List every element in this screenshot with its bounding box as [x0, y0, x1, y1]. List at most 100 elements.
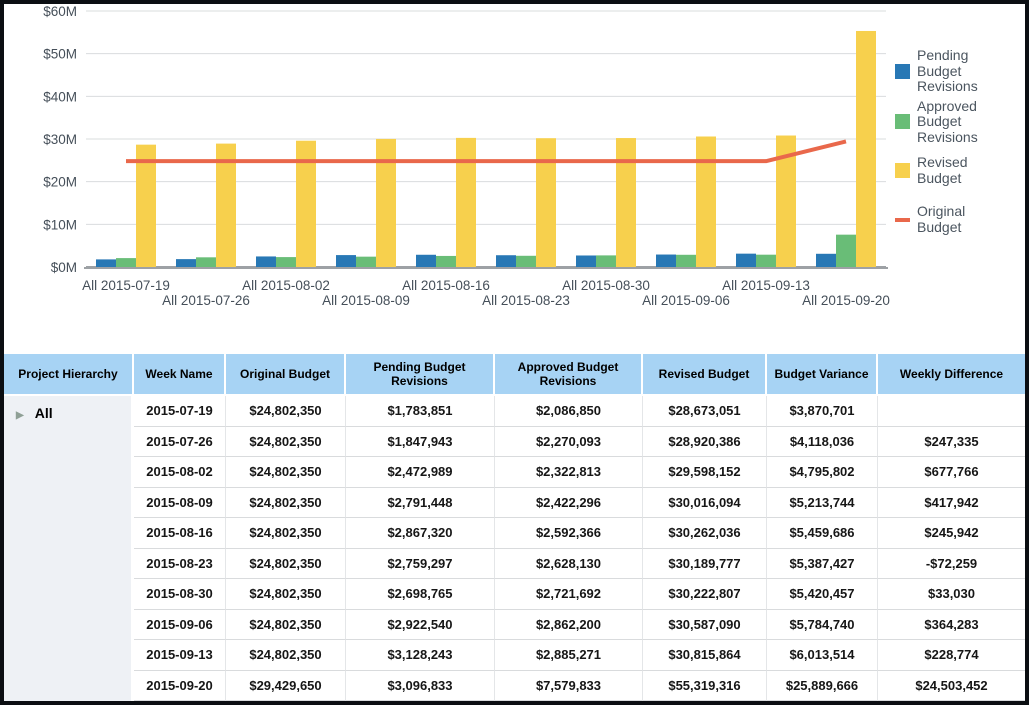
bar-revised-budget-2015-08-30[interactable]: [616, 138, 636, 267]
week-cell: 2015-08-02: [134, 457, 226, 488]
column-header-budget-variance[interactable]: Budget Variance: [767, 354, 878, 396]
y-axis-label: $10M: [43, 217, 77, 232]
budget-table-section: Project Hierarchy Week Name Original Budge…: [4, 354, 1025, 701]
bar-pending-budget-revisions-2015-07-26[interactable]: [176, 259, 196, 267]
revised-cell: $30,262,036: [643, 518, 767, 549]
original-cell: $24,802,350: [226, 487, 346, 518]
original-cell: $24,802,350: [226, 426, 346, 457]
legend-item-approved-budget-revisions[interactable]: Approved Budget Revisions: [895, 98, 1023, 146]
x-axis-label: All 2015-08-23: [482, 293, 570, 308]
bar-pending-budget-revisions-2015-09-20[interactable]: [816, 253, 836, 267]
bar-revised-budget-2015-08-16[interactable]: [456, 137, 476, 267]
column-header-revised-budget[interactable]: Revised Budget: [643, 354, 767, 396]
bar-revised-budget-2015-08-23[interactable]: [536, 138, 556, 267]
bar-approved-budget-revisions-2015-07-26[interactable]: [196, 257, 216, 267]
bar-pending-budget-revisions-2015-09-13[interactable]: [736, 253, 756, 267]
original-budget-line[interactable]: [126, 139, 847, 164]
table-row-2015-09-13: 2015-09-13 $24,802,350 $3,128,243 $2,885,27…: [4, 640, 1025, 671]
column-header-pending-budget-revisions[interactable]: Pending Budget Revisions: [346, 354, 495, 396]
bar-revised-budget-2015-08-02[interactable]: [296, 140, 316, 267]
bar-revised-budget-2015-09-20[interactable]: [856, 30, 876, 268]
bar-pending-budget-revisions-2015-08-16[interactable]: [416, 254, 436, 267]
variance-cell: $3,870,701: [767, 396, 878, 427]
bar-pending-budget-revisions-2015-07-19[interactable]: [96, 259, 116, 267]
hierarchy-label[interactable]: All: [34, 405, 53, 421]
x-axis-label: All 2015-07-26: [162, 293, 250, 308]
bar-revised-budget-2015-07-26[interactable]: [216, 143, 236, 267]
bar-approved-budget-revisions-2015-07-19[interactable]: [116, 258, 136, 267]
approved-cell: $2,270,093: [495, 426, 643, 457]
table-row-2015-08-02: 2015-08-02 $24,802,350 $2,472,989 $2,322,81…: [4, 457, 1025, 488]
week-cell: 2015-07-19: [134, 396, 226, 427]
budget-chart-section: $0M $10M $20M $30M $40M $50M $60M All 2015-07-1…: [4, 4, 1025, 354]
legend-item-revised-budget[interactable]: Revised Budget: [895, 154, 1023, 186]
y-axis-label: $0M: [51, 260, 77, 275]
table-row-2015-07-26: 2015-07-26 $24,802,350 $1,847,943 $2,270,09…: [4, 426, 1025, 457]
x-axis-label: All 2015-07-19: [82, 278, 170, 293]
table-row-2015-08-23: 2015-08-23 $24,802,350 $2,759,297 $2,628,13…: [4, 548, 1025, 579]
budget-table: Project Hierarchy Week Name Original Budge…: [4, 354, 1025, 701]
table-row-2015-09-20: 2015-09-20 $29,429,650 $3,096,833 $7,579,83…: [4, 670, 1025, 701]
bar-approved-budget-revisions-2015-08-23[interactable]: [516, 255, 536, 267]
bar-approved-budget-revisions-2015-08-30[interactable]: [596, 255, 616, 267]
weekly-cell: -$72,259: [878, 548, 1025, 579]
weekly-cell: $247,335: [878, 426, 1025, 457]
bar-approved-budget-revisions-2015-09-20[interactable]: [836, 234, 856, 267]
table-header-row: Project Hierarchy Week Name Original Budge…: [4, 354, 1025, 396]
expand-arrow-icon[interactable]: ▶: [16, 410, 24, 421]
week-cell: 2015-08-09: [134, 487, 226, 518]
bar-approved-budget-revisions-2015-09-06[interactable]: [676, 254, 696, 267]
weekly-cell: $364,283: [878, 609, 1025, 640]
pending-cell: $2,759,297: [346, 548, 495, 579]
y-axis-label: $50M: [43, 47, 77, 62]
weekly-cell: $417,942: [878, 487, 1025, 518]
bar-pending-budget-revisions-2015-08-30[interactable]: [576, 255, 596, 267]
week-cell: 2015-09-13: [134, 640, 226, 671]
pending-cell: $2,472,989: [346, 457, 495, 488]
x-axis-label: All 2015-08-16: [402, 278, 490, 293]
approved-cell: $2,422,296: [495, 487, 643, 518]
legend-line-swatch-icon: [895, 218, 910, 222]
bar-pending-budget-revisions-2015-09-06[interactable]: [656, 254, 676, 267]
column-header-week-name[interactable]: Week Name: [134, 354, 226, 396]
table-head: Project Hierarchy Week Name Original Budge…: [4, 354, 1025, 396]
bar-approved-budget-revisions-2015-08-02[interactable]: [276, 257, 296, 267]
column-header-weekly-difference[interactable]: Weekly Difference: [878, 354, 1025, 396]
column-header-project-hierarchy[interactable]: Project Hierarchy: [4, 354, 134, 396]
bar-approved-budget-revisions-2015-08-09[interactable]: [356, 256, 376, 267]
legend-item-pending-budget-revisions[interactable]: Pending Budget Revisions: [895, 47, 1023, 95]
bar-revised-budget-2015-09-13[interactable]: [776, 135, 796, 267]
weekly-cell: $677,766: [878, 457, 1025, 488]
x-axis-label: All 2015-08-09: [322, 293, 410, 308]
bar-pending-budget-revisions-2015-08-02[interactable]: [256, 256, 276, 267]
revised-cell: $30,587,090: [643, 609, 767, 640]
weekly-cell: $24,503,452: [878, 670, 1025, 701]
bar-pending-budget-revisions-2015-08-23[interactable]: [496, 255, 516, 267]
revised-cell: $55,319,316: [643, 670, 767, 701]
legend-item-original-budget[interactable]: Original Budget: [895, 203, 1023, 235]
week-cell: 2015-08-30: [134, 579, 226, 610]
x-axis-label: All 2015-08-02: [242, 278, 330, 293]
column-header-approved-budget-revisions[interactable]: Approved Budget Revisions: [495, 354, 643, 396]
pending-cell: $1,783,851: [346, 396, 495, 427]
weekly-cell: $228,774: [878, 640, 1025, 671]
approved-cell: $2,628,130: [495, 548, 643, 579]
bar-revised-budget-2015-07-19[interactable]: [136, 144, 156, 267]
x-axis-label: All 2015-09-13: [722, 278, 810, 293]
bar-pending-budget-revisions-2015-08-09[interactable]: [336, 255, 356, 267]
variance-cell: $4,795,802: [767, 457, 878, 488]
pending-cell: $1,847,943: [346, 426, 495, 457]
original-cell: $29,429,650: [226, 670, 346, 701]
week-cell: 2015-09-06: [134, 609, 226, 640]
approved-cell: $2,592,366: [495, 518, 643, 549]
column-header-original-budget[interactable]: Original Budget: [226, 354, 346, 396]
weekly-cell: $245,942: [878, 518, 1025, 549]
bar-revised-budget-2015-08-09[interactable]: [376, 138, 396, 267]
bar-approved-budget-revisions-2015-08-16[interactable]: [436, 255, 456, 267]
variance-cell: $6,013,514: [767, 640, 878, 671]
table-body: ▶ All 2015-07-19 $24,802,350 $1,783,851 $2,08…: [4, 396, 1025, 701]
legend-label: Original Budget: [917, 203, 966, 235]
bar-approved-budget-revisions-2015-09-13[interactable]: [756, 254, 776, 267]
bar-revised-budget-2015-09-06[interactable]: [696, 136, 716, 267]
